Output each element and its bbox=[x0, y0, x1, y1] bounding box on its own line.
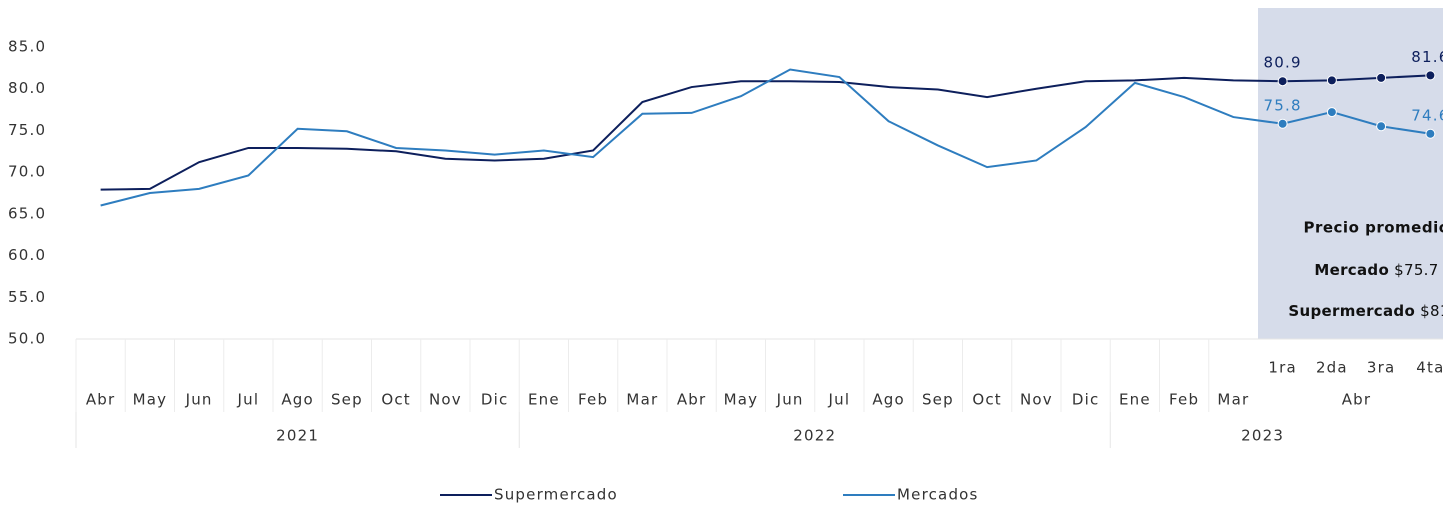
point bbox=[1277, 76, 1288, 87]
legend-label: Mercados bbox=[897, 486, 979, 504]
y-tick-label: 70.0 bbox=[8, 163, 46, 181]
annotation-item: Supermercado $81.2 bbox=[1288, 302, 1443, 320]
x-tick-label: Oct bbox=[972, 391, 1002, 409]
x-tick-label: May bbox=[724, 391, 759, 409]
data-label: 74.6 bbox=[1411, 106, 1443, 124]
point bbox=[1376, 121, 1387, 132]
year-label: 2021 bbox=[276, 427, 319, 445]
x-tick-label: Mar bbox=[1217, 391, 1249, 409]
x-tick-label: Ene bbox=[528, 391, 560, 409]
x-tick-label: Oct bbox=[381, 391, 411, 409]
y-tick-label: 55.0 bbox=[8, 288, 46, 306]
y-tick-label: 75.0 bbox=[8, 121, 46, 139]
x-tick-label: Ene bbox=[1119, 391, 1151, 409]
series-line bbox=[100, 68, 1431, 207]
x-tick-label: Jun bbox=[185, 391, 213, 409]
x-tick-label: Jul bbox=[828, 391, 851, 409]
data-label: 80.9 bbox=[1264, 54, 1302, 72]
x-tick-label: Ago bbox=[281, 391, 314, 409]
series-line bbox=[100, 74, 1431, 191]
point bbox=[1425, 70, 1436, 81]
point bbox=[1425, 128, 1436, 139]
y-tick-label: 60.0 bbox=[8, 246, 46, 264]
x-tick-label: 2da bbox=[1316, 359, 1348, 377]
y-tick-label: 80.0 bbox=[8, 79, 46, 97]
x-tick-label: May bbox=[133, 391, 168, 409]
x-tick-label: Abr bbox=[677, 391, 707, 409]
x-tick-label: 1ra bbox=[1268, 359, 1297, 377]
x-tick-label: Sep bbox=[922, 391, 954, 409]
y-tick-label: 65.0 bbox=[8, 204, 46, 222]
point bbox=[1277, 118, 1288, 129]
x-tick-label: Jul bbox=[237, 391, 260, 409]
point bbox=[1326, 107, 1337, 118]
x-tick-label: Ago bbox=[872, 391, 905, 409]
x-tick-label: Dic bbox=[1072, 391, 1100, 409]
y-tick-label: 50.0 bbox=[8, 330, 46, 348]
data-label: 75.8 bbox=[1264, 96, 1302, 114]
year-label: 2022 bbox=[793, 427, 836, 445]
x-tick-label: Abr bbox=[86, 391, 116, 409]
x-tick-label: 4ta bbox=[1416, 359, 1443, 377]
data-label: 81.6 bbox=[1411, 48, 1443, 66]
point bbox=[1376, 72, 1387, 83]
annotation-item: Mercado $75.7 bbox=[1314, 261, 1438, 279]
x-tick-label: Feb bbox=[1169, 391, 1199, 409]
annotation-label: Mercado bbox=[1314, 261, 1389, 279]
x-tick-label: Nov bbox=[1020, 391, 1053, 409]
x-tick-label: Nov bbox=[429, 391, 462, 409]
x-tick-label: Feb bbox=[578, 391, 608, 409]
x-tick-label: Mar bbox=[626, 391, 658, 409]
annotation-value: $81.2 bbox=[1420, 302, 1443, 320]
annotation-title: Precio promedio bbox=[1303, 219, 1443, 237]
x-tick-label: Sep bbox=[331, 391, 363, 409]
highlight-region bbox=[1258, 8, 1443, 339]
year-label: 2023 bbox=[1241, 427, 1284, 445]
y-tick-label: 85.0 bbox=[8, 38, 46, 56]
x-tick-label: Dic bbox=[481, 391, 509, 409]
x-tick-label: Jun bbox=[776, 391, 804, 409]
point bbox=[1326, 75, 1337, 86]
annotation-value: $75.7 bbox=[1394, 261, 1438, 279]
annotation-label: Supermercado bbox=[1288, 302, 1415, 320]
sub-period-label: Abr bbox=[1342, 391, 1372, 409]
x-tick-label: 3ra bbox=[1367, 359, 1396, 377]
legend-label: Supermercado bbox=[494, 486, 618, 504]
